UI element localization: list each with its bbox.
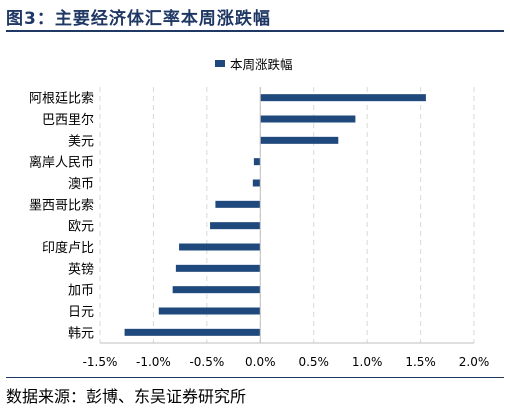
category-label: 欧元 <box>68 220 94 235</box>
bar <box>158 307 261 315</box>
legend-swatch <box>215 60 225 67</box>
axes <box>100 87 474 344</box>
bar <box>260 136 339 144</box>
bar <box>172 286 261 294</box>
bars <box>124 94 426 336</box>
x-tick-label: 0.5% <box>298 355 329 369</box>
source-note: 数据来源：彭博、东吴证券研究所 <box>6 387 247 406</box>
x-tick-label: 1.0% <box>352 355 383 369</box>
x-tick-label: 0.0% <box>245 355 276 369</box>
x-tick-label: -0.5% <box>189 355 224 369</box>
x-tick-label: -1.5% <box>83 355 118 369</box>
category-label: 韩元 <box>68 326 94 341</box>
x-tick-label: -1.0% <box>136 355 171 369</box>
category-label: 澳币 <box>68 176 94 192</box>
x-tick-label: 2.0% <box>459 355 490 369</box>
bar <box>179 243 261 251</box>
bar <box>175 264 261 272</box>
figure-title: 图3：主要经济体汇率本周涨跌幅 <box>6 9 271 29</box>
bar <box>252 179 261 187</box>
x-tick-label: 1.5% <box>405 355 436 369</box>
category-label: 英镑 <box>68 261 94 277</box>
bar <box>215 200 261 208</box>
category-label: 离岸人民币 <box>29 155 94 171</box>
bar <box>124 328 261 336</box>
legend: 本周涨跌幅 <box>215 57 293 72</box>
bar <box>260 115 356 123</box>
grid-lines <box>99 87 475 343</box>
title-divider <box>6 30 504 32</box>
bar <box>253 158 261 166</box>
category-label: 日元 <box>68 305 94 320</box>
category-label: 加币 <box>68 284 94 299</box>
category-label: 巴西里尔 <box>42 113 94 128</box>
category-label: 印度卢比 <box>42 240 94 256</box>
source-divider <box>6 377 504 378</box>
tick-labels: -1.5% -1.0% -0.5% 0.0% 0.5% 1.0% 1.5% 2.0% <box>83 355 490 369</box>
category-label: 阿根廷比索 <box>29 92 94 107</box>
bar <box>260 94 426 102</box>
bar <box>210 222 261 230</box>
legend-label: 本周涨跌幅 <box>230 57 293 72</box>
category-label: 墨西哥比索 <box>29 198 94 213</box>
category-label: 美元 <box>68 134 94 149</box>
